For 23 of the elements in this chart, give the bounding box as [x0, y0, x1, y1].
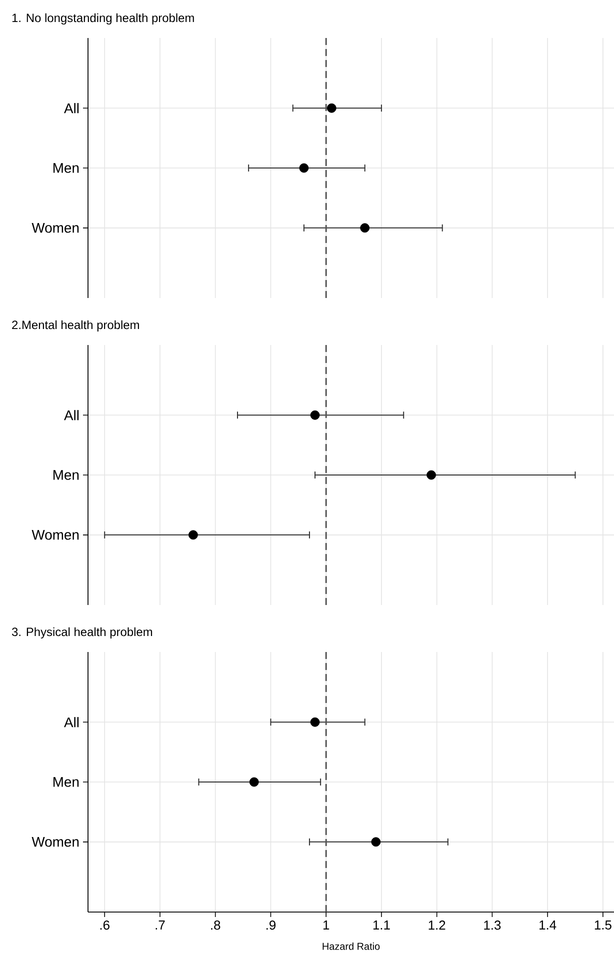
x-tick-label: .6 — [100, 920, 110, 930]
chart-title: 1. No longstanding health problem — [12, 13, 194, 24]
chart-title: 2.Mental health problem — [12, 320, 139, 332]
x-axis-title: Hazard Ratio — [322, 942, 380, 950]
x-tick-label: 1.2 — [428, 920, 446, 930]
y-tick-label: Men — [53, 470, 79, 480]
y-tick-label: Women — [32, 837, 79, 847]
x-tick-label: 1 — [323, 920, 330, 930]
x-tick-label: 1.5 — [594, 920, 612, 930]
y-tick-label: All — [64, 717, 79, 728]
y-tick-label: All — [64, 103, 79, 114]
y-tick-label: Women — [32, 530, 79, 540]
y-tick-label: Men — [53, 163, 79, 173]
x-tick-label: 1.3 — [484, 920, 501, 930]
y-tick-label: All — [64, 410, 79, 420]
x-tick-label: 1.1 — [373, 920, 390, 930]
y-tick-label: Men — [53, 777, 79, 787]
x-tick-label: .8 — [211, 920, 220, 930]
x-tick-label: .7 — [156, 920, 165, 930]
x-tick-label: .9 — [266, 920, 276, 930]
y-tick-label: Women — [32, 223, 79, 233]
x-tick-label: 1.4 — [540, 920, 556, 930]
chart-title: 3. Physical health problem — [12, 627, 152, 638]
